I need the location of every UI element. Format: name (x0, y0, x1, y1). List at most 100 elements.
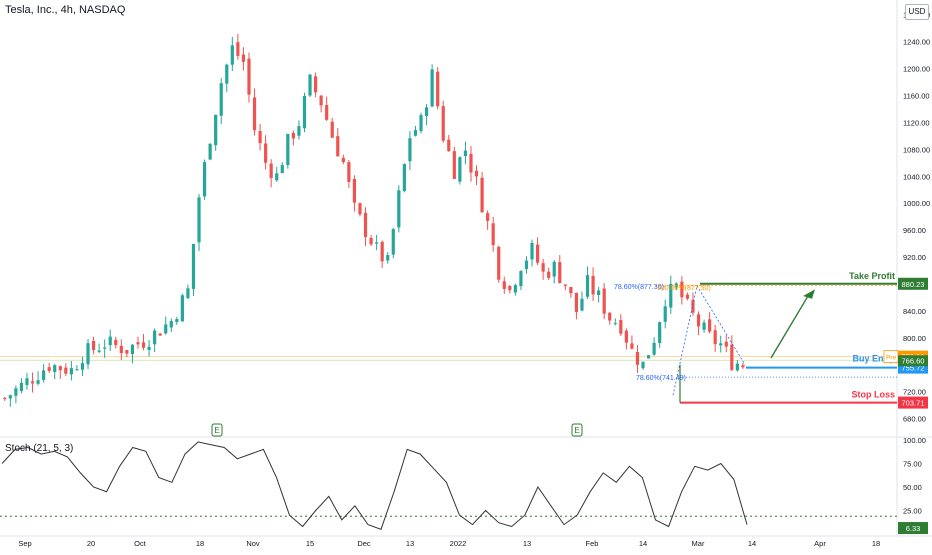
candle-body (147, 346, 151, 351)
candle-body (352, 178, 357, 203)
candle-body (541, 263, 545, 272)
candle-body (230, 45, 234, 65)
fib-connector (672, 285, 698, 396)
candle-body (269, 163, 273, 178)
candle-body (302, 95, 307, 129)
candle-body (114, 339, 118, 346)
time-tick-label: Apr (814, 539, 826, 548)
stoch-tick-label: 25.00 (903, 507, 922, 516)
currency-badge[interactable]: USD (905, 4, 929, 20)
candle-body (64, 367, 68, 374)
candle-body (624, 330, 628, 343)
price-tick-label: 960.00 (903, 226, 926, 235)
candle-body (119, 345, 123, 354)
candle-body (136, 342, 140, 345)
stoch-value-label: 6.33 (906, 524, 921, 533)
candle-body (297, 126, 301, 136)
price-tick-label: 1240.00 (903, 38, 930, 47)
candle-body (524, 260, 529, 269)
candle-body (325, 105, 329, 120)
candle-body (397, 190, 401, 228)
earnings-marker-icon[interactable] (211, 423, 223, 437)
earnings-marker-icon[interactable] (571, 423, 583, 437)
time-tick-label: 15 (306, 539, 314, 548)
price-tick-label: 720.00 (903, 388, 926, 397)
candle-body (535, 244, 540, 263)
candle-body (613, 323, 617, 325)
candle-body (180, 295, 184, 322)
time-tick-label: 14 (748, 539, 756, 548)
candle-body (563, 284, 567, 286)
candle-body (441, 106, 445, 141)
time-tick-label: 2022 (450, 539, 467, 548)
price-tick-label: 1120.00 (903, 118, 930, 127)
price-tick-label: 840.00 (903, 307, 926, 316)
candle-body (386, 255, 390, 261)
time-tick-label: Oct (134, 539, 147, 548)
time-tick-label: Dec (357, 539, 371, 548)
candle-body (191, 243, 196, 289)
candle-body (252, 97, 257, 131)
price-tick-label: 1200.00 (903, 65, 930, 74)
candle-body (580, 298, 584, 311)
level-name-2: Stop Loss (851, 390, 895, 400)
candle-body (208, 143, 212, 160)
time-tick-label: Sep (18, 539, 31, 548)
level-name-0: Take Profit (849, 271, 895, 281)
candle-body (258, 130, 262, 144)
candle-body (219, 83, 223, 116)
candle-body (286, 133, 290, 165)
candle-body (241, 54, 246, 62)
candle-body (552, 261, 556, 277)
time-tick-label: 14 (639, 539, 647, 548)
candle-body (69, 368, 73, 375)
earnings-marker-label: E (574, 426, 579, 435)
candle-body (741, 365, 745, 368)
candle-body (497, 246, 501, 280)
stoch-indicator-label[interactable]: Stoch (21, 5, 3) (5, 443, 74, 454)
level-name-1: Buy Entry (852, 354, 895, 364)
candle-body (313, 76, 318, 93)
candle-body (402, 164, 406, 192)
candle-body (519, 271, 523, 287)
candle-body (585, 275, 590, 297)
candle-body (375, 242, 379, 244)
candle-body (30, 381, 35, 384)
candle-body (380, 241, 384, 262)
candle-body (175, 319, 179, 323)
candle-body (569, 287, 573, 294)
candle-body (358, 203, 362, 215)
candle-body (663, 306, 667, 322)
candle-body (408, 138, 412, 162)
candle-body (597, 290, 601, 295)
candle-body (652, 342, 656, 355)
stoch-tick-label: 50.00 (903, 483, 922, 492)
candle-body (591, 275, 595, 295)
candle-body (58, 366, 62, 371)
candle-body (164, 324, 168, 334)
candle-body (674, 283, 678, 288)
candle-body (103, 347, 107, 349)
candle-body (702, 322, 706, 330)
candle-body (508, 285, 512, 291)
candle-body (486, 213, 490, 221)
candle-body (691, 300, 695, 313)
fib-label-orange: 100.00%(877.50) (657, 285, 711, 292)
candle-body (308, 74, 312, 96)
candle-body (363, 212, 368, 237)
candle-body (247, 58, 251, 95)
candle-body (608, 312, 612, 321)
candle-body (424, 107, 429, 117)
candle-body (80, 363, 85, 370)
fib-connector (696, 285, 746, 365)
candle-body (19, 382, 24, 392)
candle-body (630, 343, 634, 349)
candle-body (574, 292, 579, 312)
level-price-label: 880.23 (902, 280, 925, 289)
candle-body (619, 319, 623, 334)
stoch-tick-label: 75.00 (903, 460, 922, 469)
stoch-line[interactable] (1, 441, 748, 530)
level-price-label: 703.71 (902, 399, 925, 408)
